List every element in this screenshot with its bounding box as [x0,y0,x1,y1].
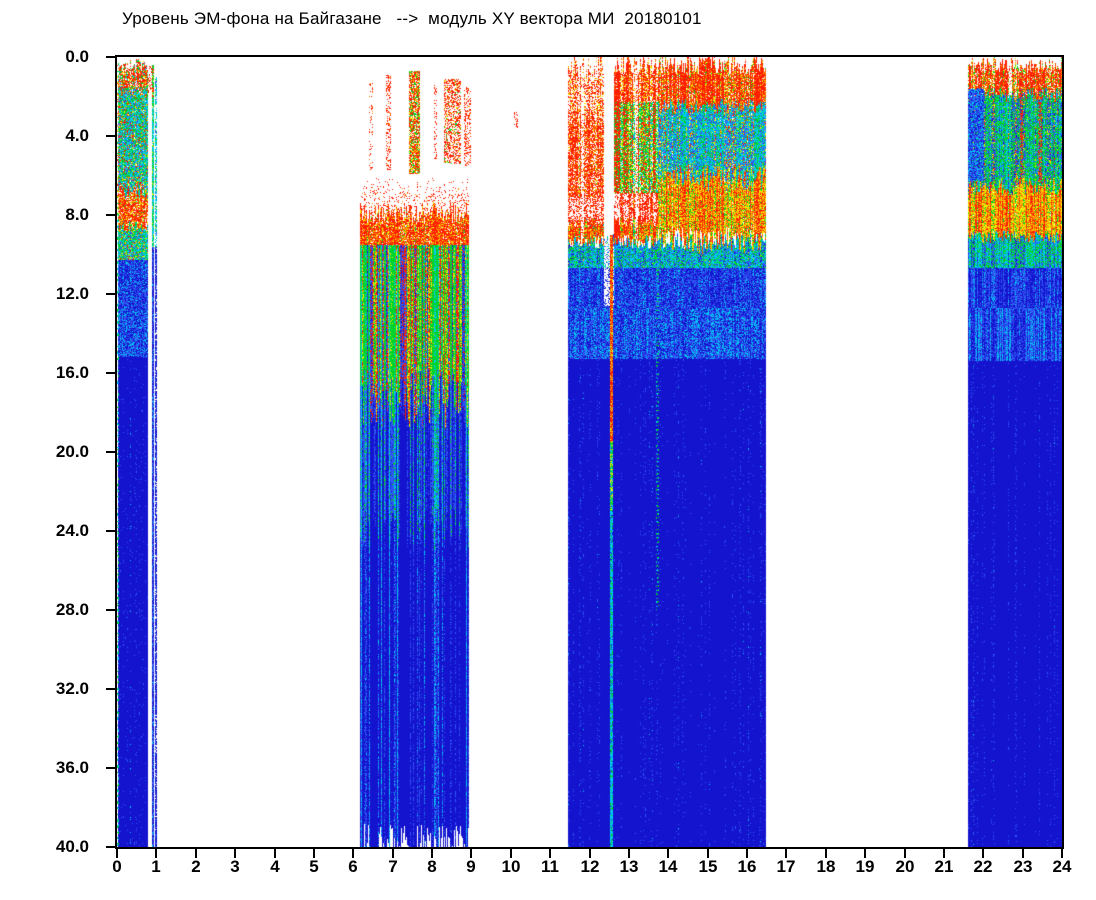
x-axis-tick-label: 9 [466,857,476,876]
y-axis-tick [106,214,115,216]
x-axis-tick [667,849,669,858]
x-axis-tick-label: 20 [895,857,915,876]
x-axis-tick-label: 4 [270,857,280,876]
y-axis-tick [106,846,115,848]
y-axis-tick-label: 28.0 [55,600,89,619]
y-axis-tick-label: 32.0 [55,679,89,698]
x-axis-tick [864,849,866,858]
x-axis-tick-label: 23 [1013,857,1033,876]
y-axis-tick-label: 0.0 [65,47,89,66]
y-axis-tick-label: 8.0 [65,205,89,224]
y-axis-tick-label: 36.0 [55,758,89,777]
x-axis-tick-label: 19 [855,857,875,876]
plot-frame [115,55,1064,849]
x-axis-tick [392,849,394,858]
y-axis-tick-label: 20.0 [55,442,89,461]
y-axis-tick [106,451,115,453]
y-axis-tick-label: 40.0 [55,837,89,856]
x-axis-tick [982,849,984,858]
y-axis-tick [106,767,115,769]
x-axis-tick-label: 6 [348,857,358,876]
x-axis-tick-label: 24 [1052,857,1072,876]
y-axis-tick-label: 4.0 [65,126,89,145]
y-axis-tick [106,372,115,374]
x-axis-tick [195,849,197,858]
x-axis-tick-label: 12 [580,857,600,876]
x-axis-tick-label: 7 [388,857,398,876]
x-axis-tick [313,849,315,858]
x-axis-tick-label: 14 [658,857,678,876]
x-axis-tick [155,849,157,858]
y-axis-tick-label: 12.0 [55,284,89,303]
x-axis-tick-label: 0 [112,857,122,876]
x-axis-tick-label: 11 [541,857,559,876]
y-axis-tick [106,609,115,611]
x-axis-tick-label: 3 [230,857,240,876]
x-axis-tick [785,849,787,858]
y-axis-tick-label: 16.0 [55,363,89,382]
x-axis-tick-label: 21 [934,857,954,876]
chart-title: Уровень ЭМ-фона на Байгазане --> модуль … [122,9,702,28]
x-axis-tick [431,849,433,858]
y-axis-tick [106,135,115,137]
x-axis-tick [234,849,236,858]
x-axis-tick [589,849,591,858]
x-axis-tick-label: 13 [619,857,639,876]
x-axis-tick [825,849,827,858]
x-axis-tick [943,849,945,858]
x-axis-tick [707,849,709,858]
x-axis-tick-label: 15 [698,857,718,876]
x-axis-tick-label: 8 [427,857,437,876]
x-axis-tick [1022,849,1024,858]
x-axis-tick [510,849,512,858]
y-axis-tick [106,56,115,58]
x-axis-tick [549,849,551,858]
x-axis-tick-label: 5 [309,857,319,876]
x-axis-tick [1061,849,1063,858]
x-axis-tick-label: 17 [776,857,796,876]
y-axis-tick [106,688,115,690]
x-axis-tick-label: 16 [737,857,757,876]
x-axis-tick-label: 1 [151,857,161,876]
y-axis-tick [106,293,115,295]
x-axis-tick [116,849,118,858]
y-axis-tick [106,530,115,532]
spectrogram-canvas [117,57,1062,847]
y-axis-tick-label: 24.0 [55,521,89,540]
x-axis-tick-label: 22 [973,857,993,876]
x-axis-tick [352,849,354,858]
x-axis-tick [470,849,472,858]
x-axis-tick [628,849,630,858]
x-axis-tick [904,849,906,858]
x-axis-tick-label: 10 [501,857,521,876]
x-axis-tick [746,849,748,858]
x-axis-tick-label: 2 [191,857,201,876]
x-axis-tick [274,849,276,858]
x-axis-tick-label: 18 [816,857,836,876]
